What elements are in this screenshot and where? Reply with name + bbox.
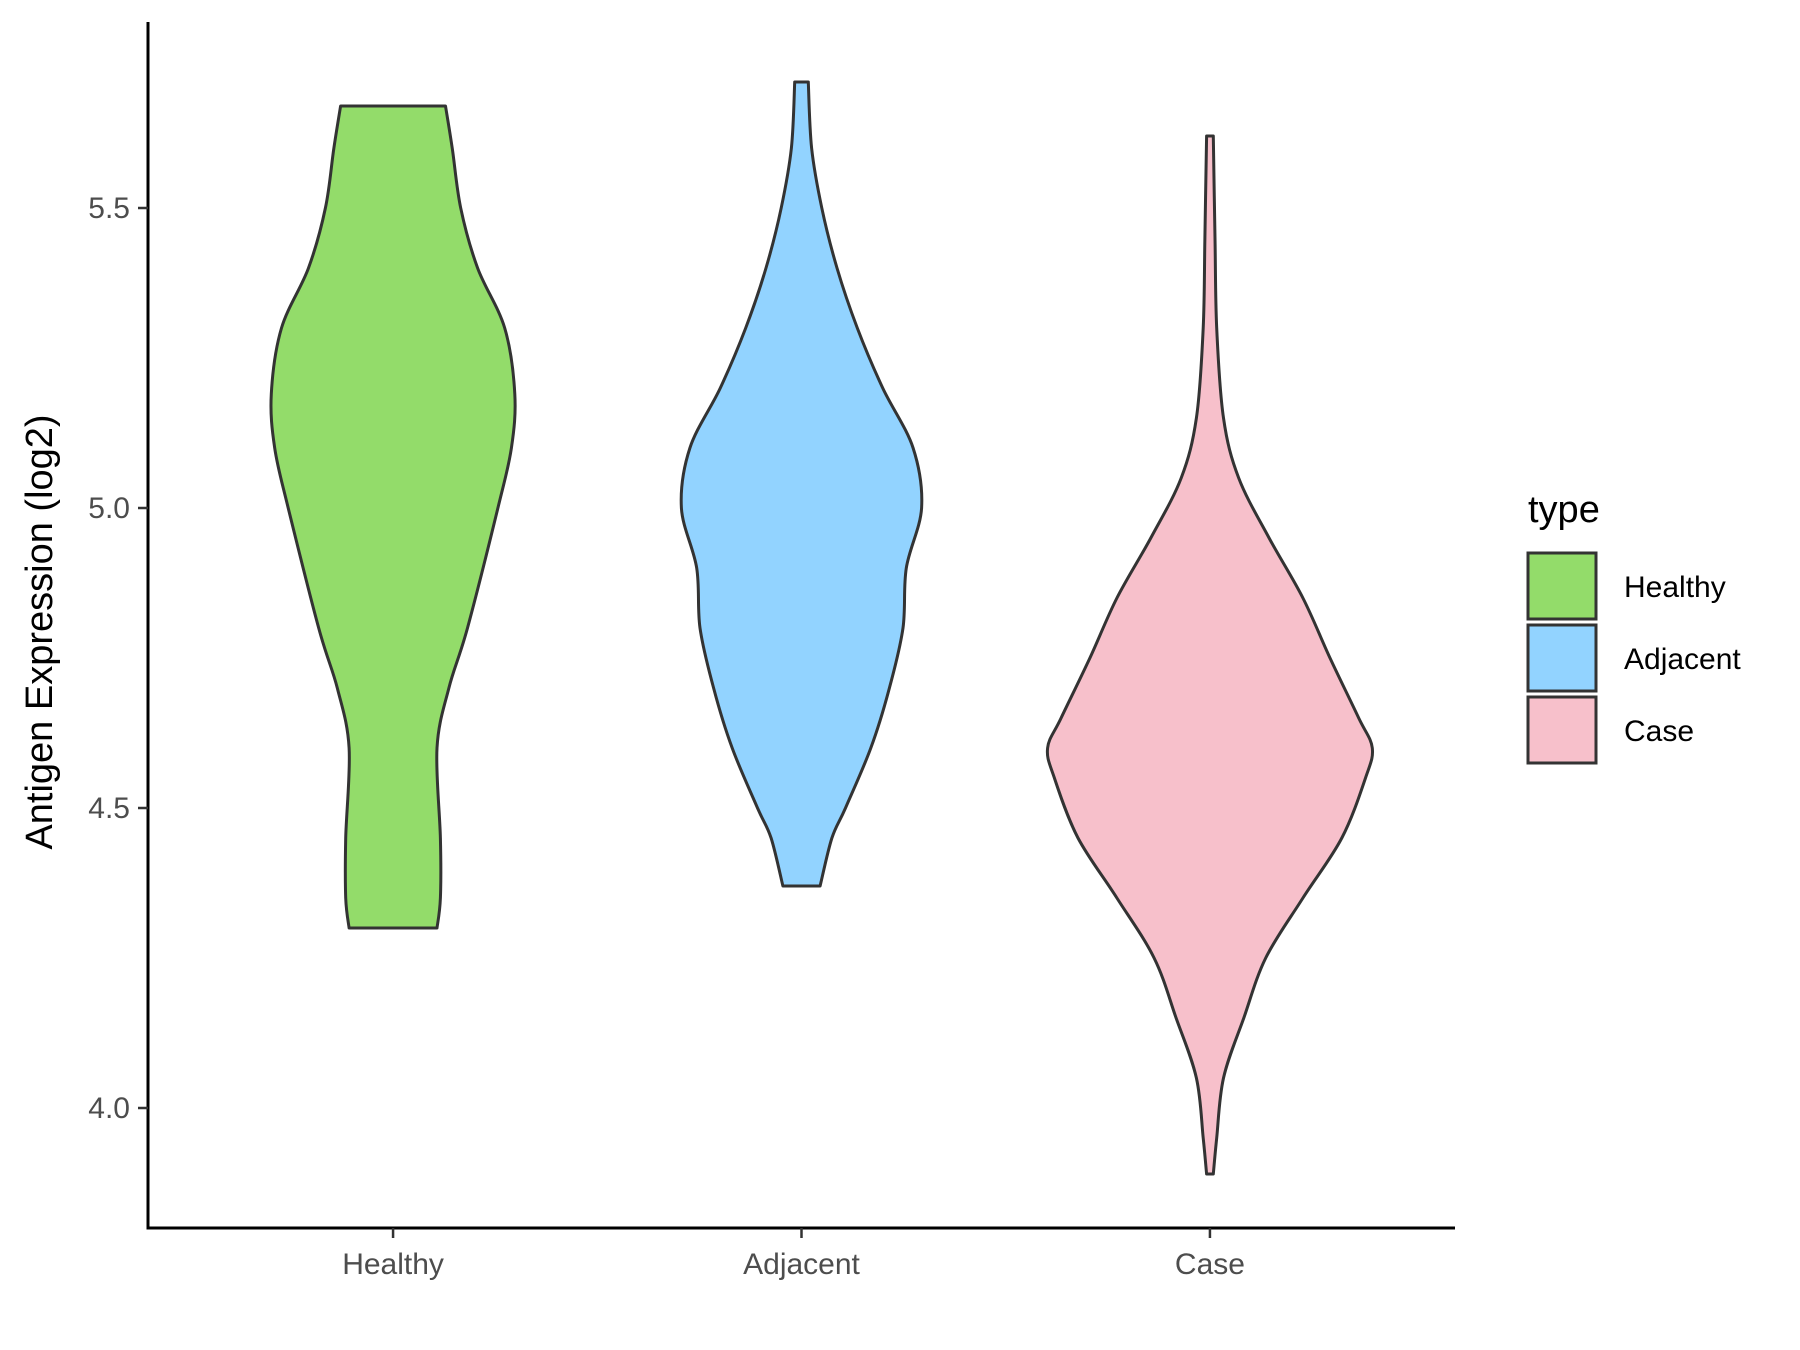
x-tick-label: Adjacent <box>743 1248 860 1281</box>
legend-label: Case <box>1624 715 1694 748</box>
legend-swatch-case <box>1526 695 1598 765</box>
violins-layer <box>269 80 1375 1176</box>
y-tick-label: 5.0 <box>88 492 130 525</box>
legend-swatch-adjacent <box>1526 623 1598 693</box>
legend-swatch-healthy <box>1526 551 1598 621</box>
y-axis-title: Antigen Expression (log2) <box>19 414 61 849</box>
violin-adjacent <box>679 80 924 888</box>
y-tick-label: 4.0 <box>88 1092 130 1125</box>
x-ticks: Healthy Adjacent Case <box>342 1228 1245 1281</box>
violin-healthy <box>269 104 517 930</box>
violin-case <box>1045 134 1375 1176</box>
legend-label: Adjacent <box>1624 643 1741 676</box>
legend-label: Healthy <box>1624 571 1726 604</box>
x-tick-label: Case <box>1175 1248 1245 1281</box>
y-ticks: 4.0 4.5 5.0 5.5 <box>88 192 148 1125</box>
legend: type Healthy Adjacent Case <box>1526 489 1741 765</box>
legend-title: type <box>1528 489 1600 531</box>
y-tick-label: 4.5 <box>88 792 130 825</box>
y-tick-label: 5.5 <box>88 192 130 225</box>
x-tick-label: Healthy <box>342 1248 444 1281</box>
